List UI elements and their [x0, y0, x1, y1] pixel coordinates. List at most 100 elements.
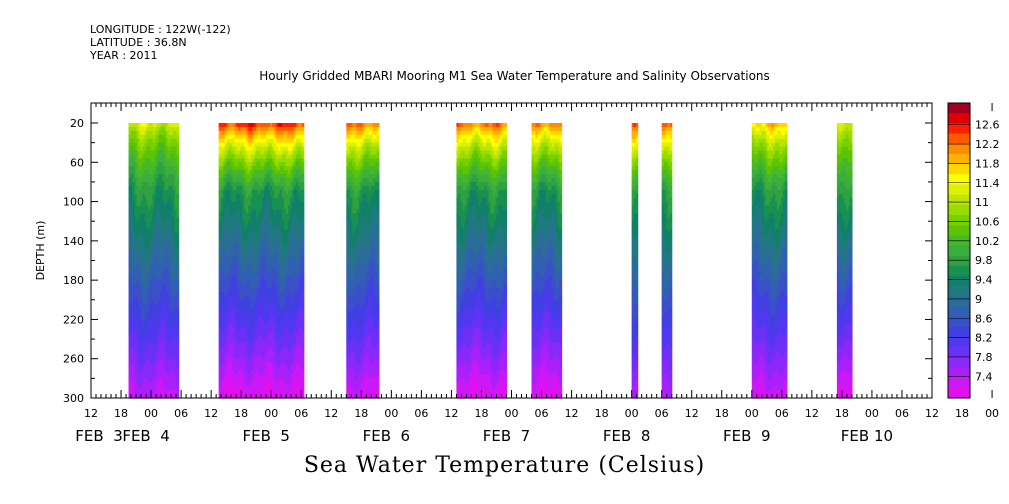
heatmap-cell	[220, 130, 224, 136]
heatmap-cell	[146, 244, 150, 250]
heatmap-cell	[136, 327, 140, 332]
heatmap-cell	[346, 374, 349, 379]
heatmap-cell	[244, 181, 247, 187]
heatmap-cell	[238, 154, 242, 159]
heatmap-cell	[278, 354, 281, 360]
heatmap-cell	[270, 378, 273, 383]
heatmap-cell	[164, 130, 168, 136]
heatmap-cell	[301, 197, 305, 203]
heatmap-cell	[242, 291, 245, 297]
heatmap-cell	[256, 268, 259, 273]
heatmap-cell	[170, 260, 174, 266]
heatmap-cell	[142, 311, 146, 317]
heatmap-cell	[258, 221, 261, 226]
heatmap-cell	[228, 327, 232, 332]
heatmap-cell	[164, 350, 168, 356]
heatmap-cell	[299, 268, 303, 273]
heatmap-cell	[230, 378, 234, 383]
heatmap-cell	[293, 382, 297, 387]
heatmap-cell	[230, 150, 234, 156]
heatmap-cell	[291, 240, 295, 246]
heatmap-cell	[176, 150, 180, 156]
heatmap-cell	[136, 280, 140, 285]
heatmap-cell	[230, 244, 234, 250]
heatmap-cell	[234, 150, 238, 156]
heatmap-cell	[256, 248, 259, 254]
heatmap-cell	[168, 181, 172, 187]
heatmap-cell	[258, 252, 261, 258]
heatmap-cell	[285, 284, 289, 289]
heatmap-cell	[297, 327, 301, 332]
heatmap-cell	[144, 362, 148, 368]
heatmap-cell	[138, 130, 142, 136]
heatmap-cell	[252, 162, 255, 167]
heatmap-cell	[218, 339, 222, 344]
heatmap-cell	[154, 158, 158, 163]
heatmap-cell	[156, 390, 160, 395]
heatmap-cell	[293, 378, 297, 383]
heatmap-cell	[148, 181, 152, 187]
heatmap-cell	[240, 197, 243, 203]
heatmap-cell	[350, 311, 353, 317]
heatmap-cell	[174, 390, 178, 395]
heatmap-cell	[266, 244, 269, 250]
heatmap-cell	[260, 256, 263, 262]
heatmap-cell	[140, 150, 144, 156]
heatmap-cell	[252, 248, 255, 254]
heatmap-cell	[278, 170, 281, 175]
heatmap-cell	[174, 197, 178, 203]
heatmap-cell	[346, 331, 349, 336]
heatmap-cell	[266, 346, 269, 352]
heatmap-cell	[168, 307, 172, 313]
heatmap-cell	[238, 174, 242, 179]
heatmap-cell	[174, 315, 178, 321]
heatmap-cell	[297, 394, 301, 399]
heatmap-cell	[162, 225, 166, 230]
heatmap-cell	[293, 193, 297, 199]
heatmap-cell	[299, 217, 303, 222]
heatmap-cell	[226, 154, 230, 159]
heatmap-cell	[287, 343, 291, 348]
heatmap-cell	[289, 225, 293, 230]
heatmap-cell	[160, 201, 164, 207]
heatmap-cell	[134, 350, 138, 356]
heatmap-cell	[256, 162, 259, 167]
heatmap-cell	[224, 193, 228, 199]
heatmap-cell	[295, 303, 299, 309]
heatmap-cell	[260, 205, 263, 211]
heatmap-cell	[276, 335, 279, 340]
heatmap-cell	[144, 217, 148, 222]
heatmap-cell	[228, 201, 232, 207]
heatmap-cell	[260, 138, 263, 144]
heatmap-cell	[291, 126, 295, 132]
heatmap-cell	[220, 303, 224, 309]
heatmap-cell	[176, 335, 180, 340]
heatmap-cell	[285, 174, 289, 179]
heatmap-cell	[146, 327, 150, 332]
heatmap-cell	[254, 295, 257, 301]
heatmap-cell	[156, 331, 160, 336]
heatmap-cell	[270, 354, 273, 360]
heatmap-cell	[293, 244, 297, 250]
heatmap-cell	[142, 358, 146, 364]
heatmap-cell	[228, 233, 232, 238]
heatmap-cell	[138, 189, 142, 195]
heatmap-cell	[234, 229, 238, 234]
heatmap-cell	[128, 201, 132, 207]
heatmap-cell	[146, 335, 150, 340]
heatmap-cell	[270, 288, 273, 293]
heatmap-cell	[268, 178, 271, 183]
heatmap-cell	[346, 193, 349, 199]
heatmap-cell	[174, 138, 178, 144]
heatmap-cell	[152, 146, 156, 152]
heatmap-cell	[146, 130, 150, 136]
heatmap-cell	[289, 288, 293, 293]
heatmap-cell	[289, 382, 293, 387]
heatmap-cell	[274, 295, 277, 301]
heatmap-cell	[264, 299, 267, 305]
heatmap-cell	[268, 205, 271, 211]
heatmap-cell	[168, 295, 172, 301]
heatmap-cell	[248, 331, 251, 336]
heatmap-cell	[136, 315, 140, 321]
heatmap-cell	[146, 240, 150, 246]
